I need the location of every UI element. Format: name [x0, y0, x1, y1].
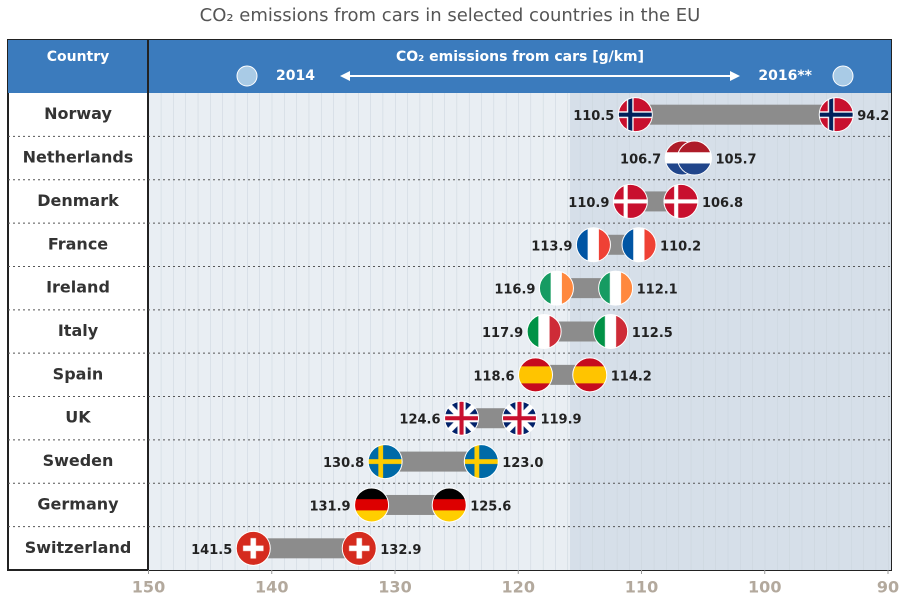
value-label: 123.0 — [502, 456, 543, 471]
category-label: Switzerland — [25, 538, 132, 557]
connector — [385, 451, 482, 472]
connector — [635, 104, 837, 125]
point — [676, 140, 712, 176]
value-label: 110.5 — [573, 109, 614, 124]
point — [341, 530, 377, 566]
value-label: 110.9 — [568, 196, 609, 211]
category-label: Germany — [37, 494, 119, 513]
header — [8, 40, 891, 93]
category-label: Netherlands — [23, 148, 134, 167]
legend-label: 2016** — [758, 68, 812, 84]
point — [354, 487, 390, 523]
value-label: 114.2 — [611, 369, 652, 384]
point — [518, 357, 554, 393]
point — [598, 270, 634, 306]
point — [612, 183, 648, 219]
value-label: 105.7 — [715, 153, 756, 168]
legend-swatch — [236, 65, 258, 87]
value-label: 118.6 — [473, 369, 514, 384]
x-tick-label: 90 — [877, 578, 899, 597]
value-label: 112.1 — [637, 283, 678, 298]
value-label: 125.6 — [470, 499, 511, 514]
x-tick-label: 110 — [625, 578, 658, 597]
category-label: Norway — [44, 104, 112, 123]
category-label: France — [48, 234, 108, 253]
point — [367, 444, 403, 480]
point — [572, 357, 608, 393]
value-label: 94.2 — [857, 109, 889, 124]
value-label: 106.8 — [702, 196, 743, 211]
category-label: Denmark — [37, 191, 119, 210]
value-label: 132.9 — [380, 543, 421, 558]
legend-label: 2014 — [276, 68, 315, 84]
value-label: 141.5 — [191, 543, 232, 558]
x-tick-label: 140 — [255, 578, 288, 597]
category-header: Country — [47, 49, 110, 65]
value-header: CO₂ emissions from cars [g/km] — [396, 49, 644, 65]
x-tick-label: 120 — [502, 578, 535, 597]
chart-title: CO₂ emissions from cars in selected coun… — [200, 5, 701, 26]
value-label: 124.6 — [399, 413, 440, 428]
category-label: Italy — [58, 321, 99, 340]
value-label: 131.9 — [309, 499, 350, 514]
legend-swatch — [832, 65, 854, 87]
value-label: 113.9 — [531, 239, 572, 254]
point — [463, 444, 499, 480]
point — [235, 530, 271, 566]
value-label: 117.9 — [482, 326, 523, 341]
category-label: Ireland — [46, 278, 110, 297]
connector — [371, 494, 450, 515]
point — [617, 97, 653, 133]
point — [526, 314, 562, 349]
point — [444, 400, 480, 436]
value-label: 106.7 — [620, 153, 661, 168]
point — [538, 270, 574, 306]
minor-grid — [148, 93, 891, 570]
category-label: Spain — [53, 364, 104, 383]
point — [575, 227, 611, 263]
category-label: Sweden — [43, 451, 114, 470]
point — [593, 314, 629, 349]
point — [663, 183, 699, 219]
x-tick-label: 130 — [378, 578, 411, 597]
point — [431, 487, 467, 523]
category-label: UK — [65, 408, 91, 427]
point — [621, 227, 657, 263]
x-tick-label: 150 — [132, 578, 165, 597]
value-label: 119.9 — [540, 413, 581, 428]
point — [501, 400, 537, 436]
value-label: 110.2 — [660, 239, 701, 254]
point — [818, 97, 854, 133]
x-tick-label: 100 — [748, 578, 781, 597]
value-label: 116.9 — [494, 283, 535, 298]
connector — [253, 538, 360, 559]
value-label: 112.5 — [632, 326, 673, 341]
value-label: 130.8 — [323, 456, 364, 471]
